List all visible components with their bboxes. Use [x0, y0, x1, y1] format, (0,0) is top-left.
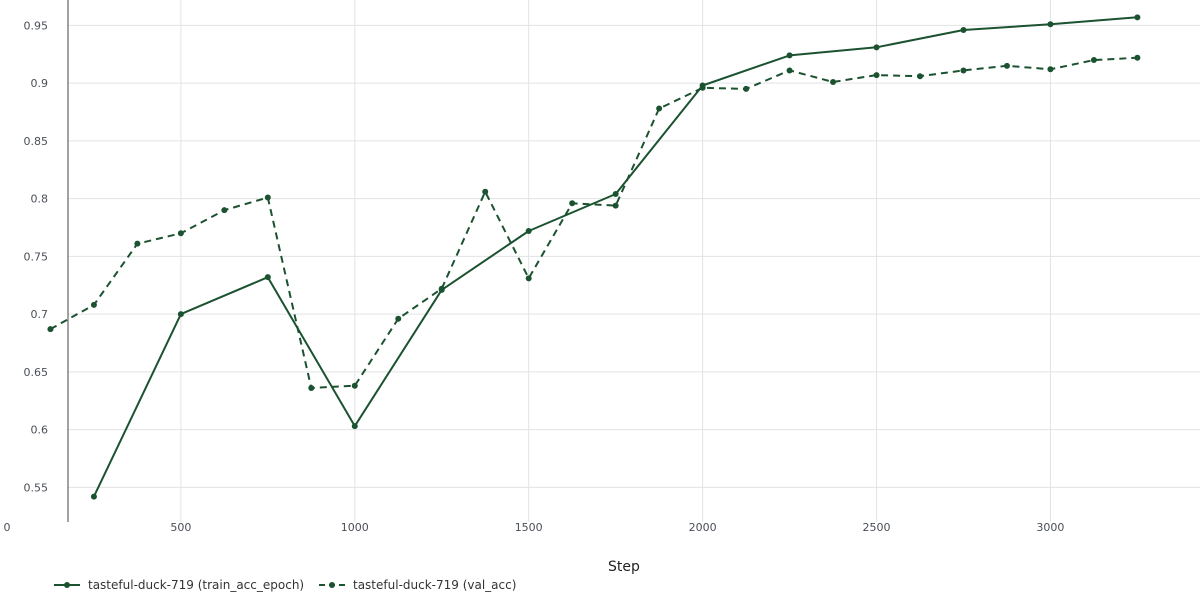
x-tick-label: 1000 [341, 521, 369, 534]
data-point[interactable] [525, 227, 532, 234]
y-tick-label: 0.65 [24, 366, 49, 379]
x-axis-ticks: 0 500 1000 1500 2000 2500 3000 [3, 521, 1064, 534]
data-point[interactable] [351, 382, 358, 389]
series-train-acc-epoch [90, 14, 1141, 500]
x-tick-label: 1500 [515, 521, 543, 534]
x-tick-label: 3000 [1036, 521, 1064, 534]
data-point[interactable] [90, 493, 97, 500]
x-tick-label: 0 [3, 521, 10, 534]
data-point[interactable] [308, 385, 315, 392]
data-point[interactable] [1134, 14, 1141, 21]
data-point[interactable] [177, 230, 184, 237]
series-val-acc [47, 54, 1141, 392]
data-point[interactable] [1047, 21, 1054, 28]
data-point[interactable] [351, 423, 358, 430]
data-point[interactable] [134, 240, 141, 247]
data-point[interactable] [482, 188, 489, 195]
data-point[interactable] [786, 52, 793, 59]
series-layer [47, 14, 1141, 500]
data-point[interactable] [786, 67, 793, 74]
legend-marker-train [64, 582, 70, 588]
data-point[interactable] [699, 84, 706, 91]
data-point[interactable] [873, 72, 880, 79]
data-point[interactable] [612, 202, 619, 209]
data-point[interactable] [743, 85, 750, 92]
y-tick-label: 0.95 [24, 19, 49, 32]
grid [68, 0, 1200, 522]
data-point[interactable] [960, 67, 967, 74]
x-tick-label: 2000 [689, 521, 717, 534]
series-line [49, 56, 1138, 389]
data-point[interactable] [1047, 66, 1054, 73]
x-tick-label: 500 [170, 521, 191, 534]
legend-label-val: tasteful-duck-719 (val_acc) [353, 578, 516, 592]
y-tick-label: 0.55 [24, 481, 49, 494]
data-point[interactable] [569, 200, 576, 207]
legend-item-train[interactable]: tasteful-duck-719 (train_acc_epoch) [54, 578, 304, 592]
data-point[interactable] [1090, 57, 1097, 64]
y-tick-label: 0.7 [31, 308, 49, 321]
x-axis-title: Step [608, 559, 640, 575]
data-point[interactable] [47, 326, 54, 333]
y-tick-label: 0.8 [31, 193, 49, 206]
data-point[interactable] [960, 27, 967, 34]
y-tick-label: 0.9 [31, 77, 49, 90]
data-point[interactable] [1003, 62, 1010, 69]
data-point[interactable] [221, 207, 228, 214]
data-point[interactable] [1134, 54, 1141, 61]
data-point[interactable] [438, 285, 445, 292]
data-point[interactable] [612, 191, 619, 198]
data-point[interactable] [525, 275, 532, 282]
data-point[interactable] [264, 194, 271, 201]
data-point[interactable] [917, 73, 923, 80]
data-point[interactable] [656, 105, 663, 112]
y-tick-label: 0.75 [24, 250, 49, 263]
data-point[interactable] [90, 301, 97, 308]
legend-item-val[interactable]: tasteful-duck-719 (val_acc) [319, 578, 516, 592]
legend: tasteful-duck-719 (train_acc_epoch) tast… [54, 578, 516, 592]
x-tick-label: 2500 [863, 521, 891, 534]
y-axis-ticks: 0.55 0.6 0.65 0.7 0.75 0.8 0.85 0.9 0.95 [24, 19, 49, 494]
data-point[interactable] [395, 315, 402, 322]
data-point[interactable] [177, 311, 184, 318]
legend-marker-val [329, 582, 335, 588]
data-point[interactable] [264, 274, 271, 281]
data-point[interactable] [830, 78, 837, 85]
series-line [92, 16, 1138, 498]
y-tick-label: 0.85 [24, 135, 49, 148]
data-point[interactable] [873, 44, 880, 51]
legend-label-train: tasteful-duck-719 (train_acc_epoch) [88, 578, 304, 592]
y-tick-label: 0.6 [31, 424, 49, 437]
